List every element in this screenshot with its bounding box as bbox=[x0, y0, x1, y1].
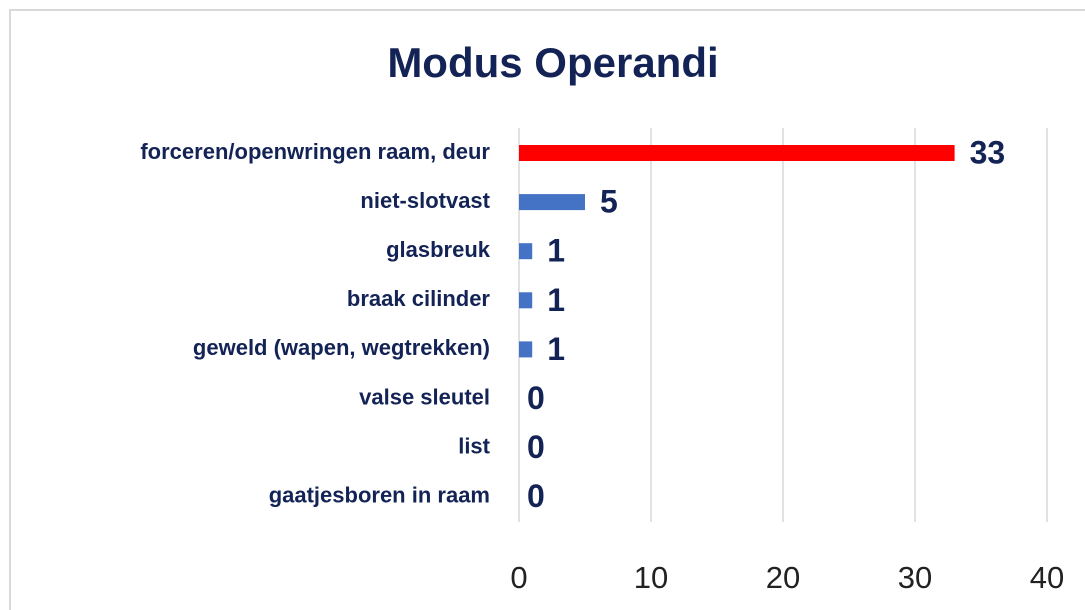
x-tick-label: 40 bbox=[1030, 560, 1064, 595]
value-label: 0 bbox=[527, 380, 545, 416]
bar bbox=[519, 243, 533, 260]
value-label: 0 bbox=[527, 429, 545, 465]
y-tick-label: forceren/openwringen raam, deur bbox=[140, 139, 490, 164]
value-label: 0 bbox=[527, 478, 545, 514]
y-tick-label: gaatjesboren in raam bbox=[269, 483, 490, 508]
x-tick-label: 0 bbox=[510, 560, 527, 595]
value-label: 1 bbox=[547, 233, 565, 269]
value-label: 5 bbox=[600, 184, 618, 220]
y-tick-label: valse sleutel bbox=[359, 384, 490, 409]
chart-title: Modus Operandi bbox=[387, 39, 718, 86]
y-tick-label: glasbreuk bbox=[386, 237, 491, 262]
chart-frame bbox=[9, 9, 1085, 610]
x-tick-label: 10 bbox=[634, 560, 668, 595]
x-tick-label: 30 bbox=[898, 560, 932, 595]
y-tick-label: braak cilinder bbox=[347, 286, 491, 311]
bar bbox=[519, 341, 533, 358]
value-label: 33 bbox=[970, 134, 1006, 170]
y-tick-label: niet-slotvast bbox=[360, 188, 490, 213]
y-tick-label: list bbox=[458, 433, 490, 458]
bar bbox=[519, 194, 585, 211]
bar bbox=[519, 145, 955, 161]
value-label: 1 bbox=[547, 331, 565, 367]
x-tick-label: 20 bbox=[766, 560, 800, 595]
bar bbox=[519, 292, 533, 309]
value-label: 1 bbox=[547, 282, 565, 318]
y-tick-label: geweld (wapen, wegtrekken) bbox=[193, 335, 490, 360]
